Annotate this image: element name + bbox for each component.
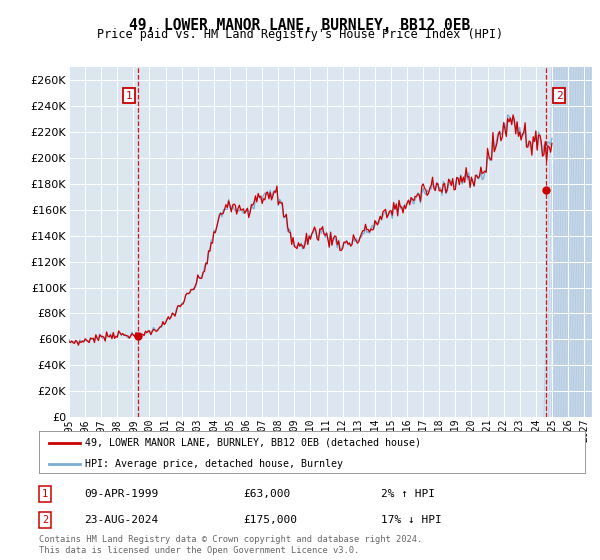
Text: 2% ↑ HPI: 2% ↑ HPI	[381, 489, 435, 499]
Text: 1: 1	[125, 91, 132, 101]
Text: 17% ↓ HPI: 17% ↓ HPI	[381, 515, 442, 525]
Text: £175,000: £175,000	[243, 515, 297, 525]
Text: HPI: Average price, detached house, Burnley: HPI: Average price, detached house, Burn…	[85, 459, 343, 469]
Text: 49, LOWER MANOR LANE, BURNLEY, BB12 0EB: 49, LOWER MANOR LANE, BURNLEY, BB12 0EB	[130, 18, 470, 32]
Text: 09-APR-1999: 09-APR-1999	[84, 489, 158, 499]
Text: Price paid vs. HM Land Registry's House Price Index (HPI): Price paid vs. HM Land Registry's House …	[97, 28, 503, 41]
Text: 2: 2	[556, 91, 562, 101]
Text: 49, LOWER MANOR LANE, BURNLEY, BB12 0EB (detached house): 49, LOWER MANOR LANE, BURNLEY, BB12 0EB …	[85, 437, 421, 447]
Text: 23-AUG-2024: 23-AUG-2024	[84, 515, 158, 525]
Text: Contains HM Land Registry data © Crown copyright and database right 2024.
This d: Contains HM Land Registry data © Crown c…	[39, 535, 422, 554]
Text: 1: 1	[42, 489, 48, 499]
Text: £63,000: £63,000	[243, 489, 290, 499]
Text: 2: 2	[42, 515, 48, 525]
